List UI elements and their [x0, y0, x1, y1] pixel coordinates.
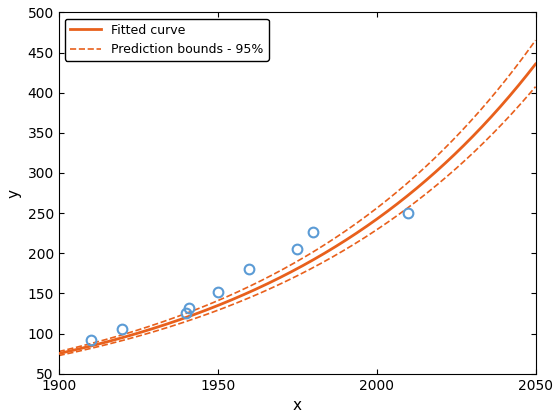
Prediction bounds - 95%	[104, 336, 111, 341]
X-axis label: x: x	[293, 398, 302, 413]
Fitted curve	[427, 174, 434, 179]
Fitted curve	[532, 61, 539, 66]
Prediction bounds - 95%	[383, 198, 390, 203]
Fitted curve	[104, 339, 111, 344]
Prediction bounds - 95%	[427, 160, 434, 165]
Prediction bounds - 95%	[248, 283, 255, 288]
Fitted curve	[55, 351, 62, 356]
Fitted curve	[383, 210, 390, 215]
Line: Fitted curve: Fitted curve	[59, 64, 535, 354]
Prediction bounds - 95%	[265, 274, 272, 279]
Line: Prediction bounds - 95%: Prediction bounds - 95%	[59, 40, 535, 352]
Y-axis label: y: y	[7, 189, 22, 197]
Fitted curve	[248, 289, 255, 294]
Prediction bounds - 95%	[55, 349, 62, 354]
Prediction bounds - 95%	[436, 151, 442, 156]
Legend: Fitted curve, Prediction bounds - 95%: Fitted curve, Prediction bounds - 95%	[65, 19, 269, 61]
Fitted curve	[265, 281, 272, 286]
Prediction bounds - 95%	[532, 38, 539, 43]
Fitted curve	[436, 166, 442, 171]
